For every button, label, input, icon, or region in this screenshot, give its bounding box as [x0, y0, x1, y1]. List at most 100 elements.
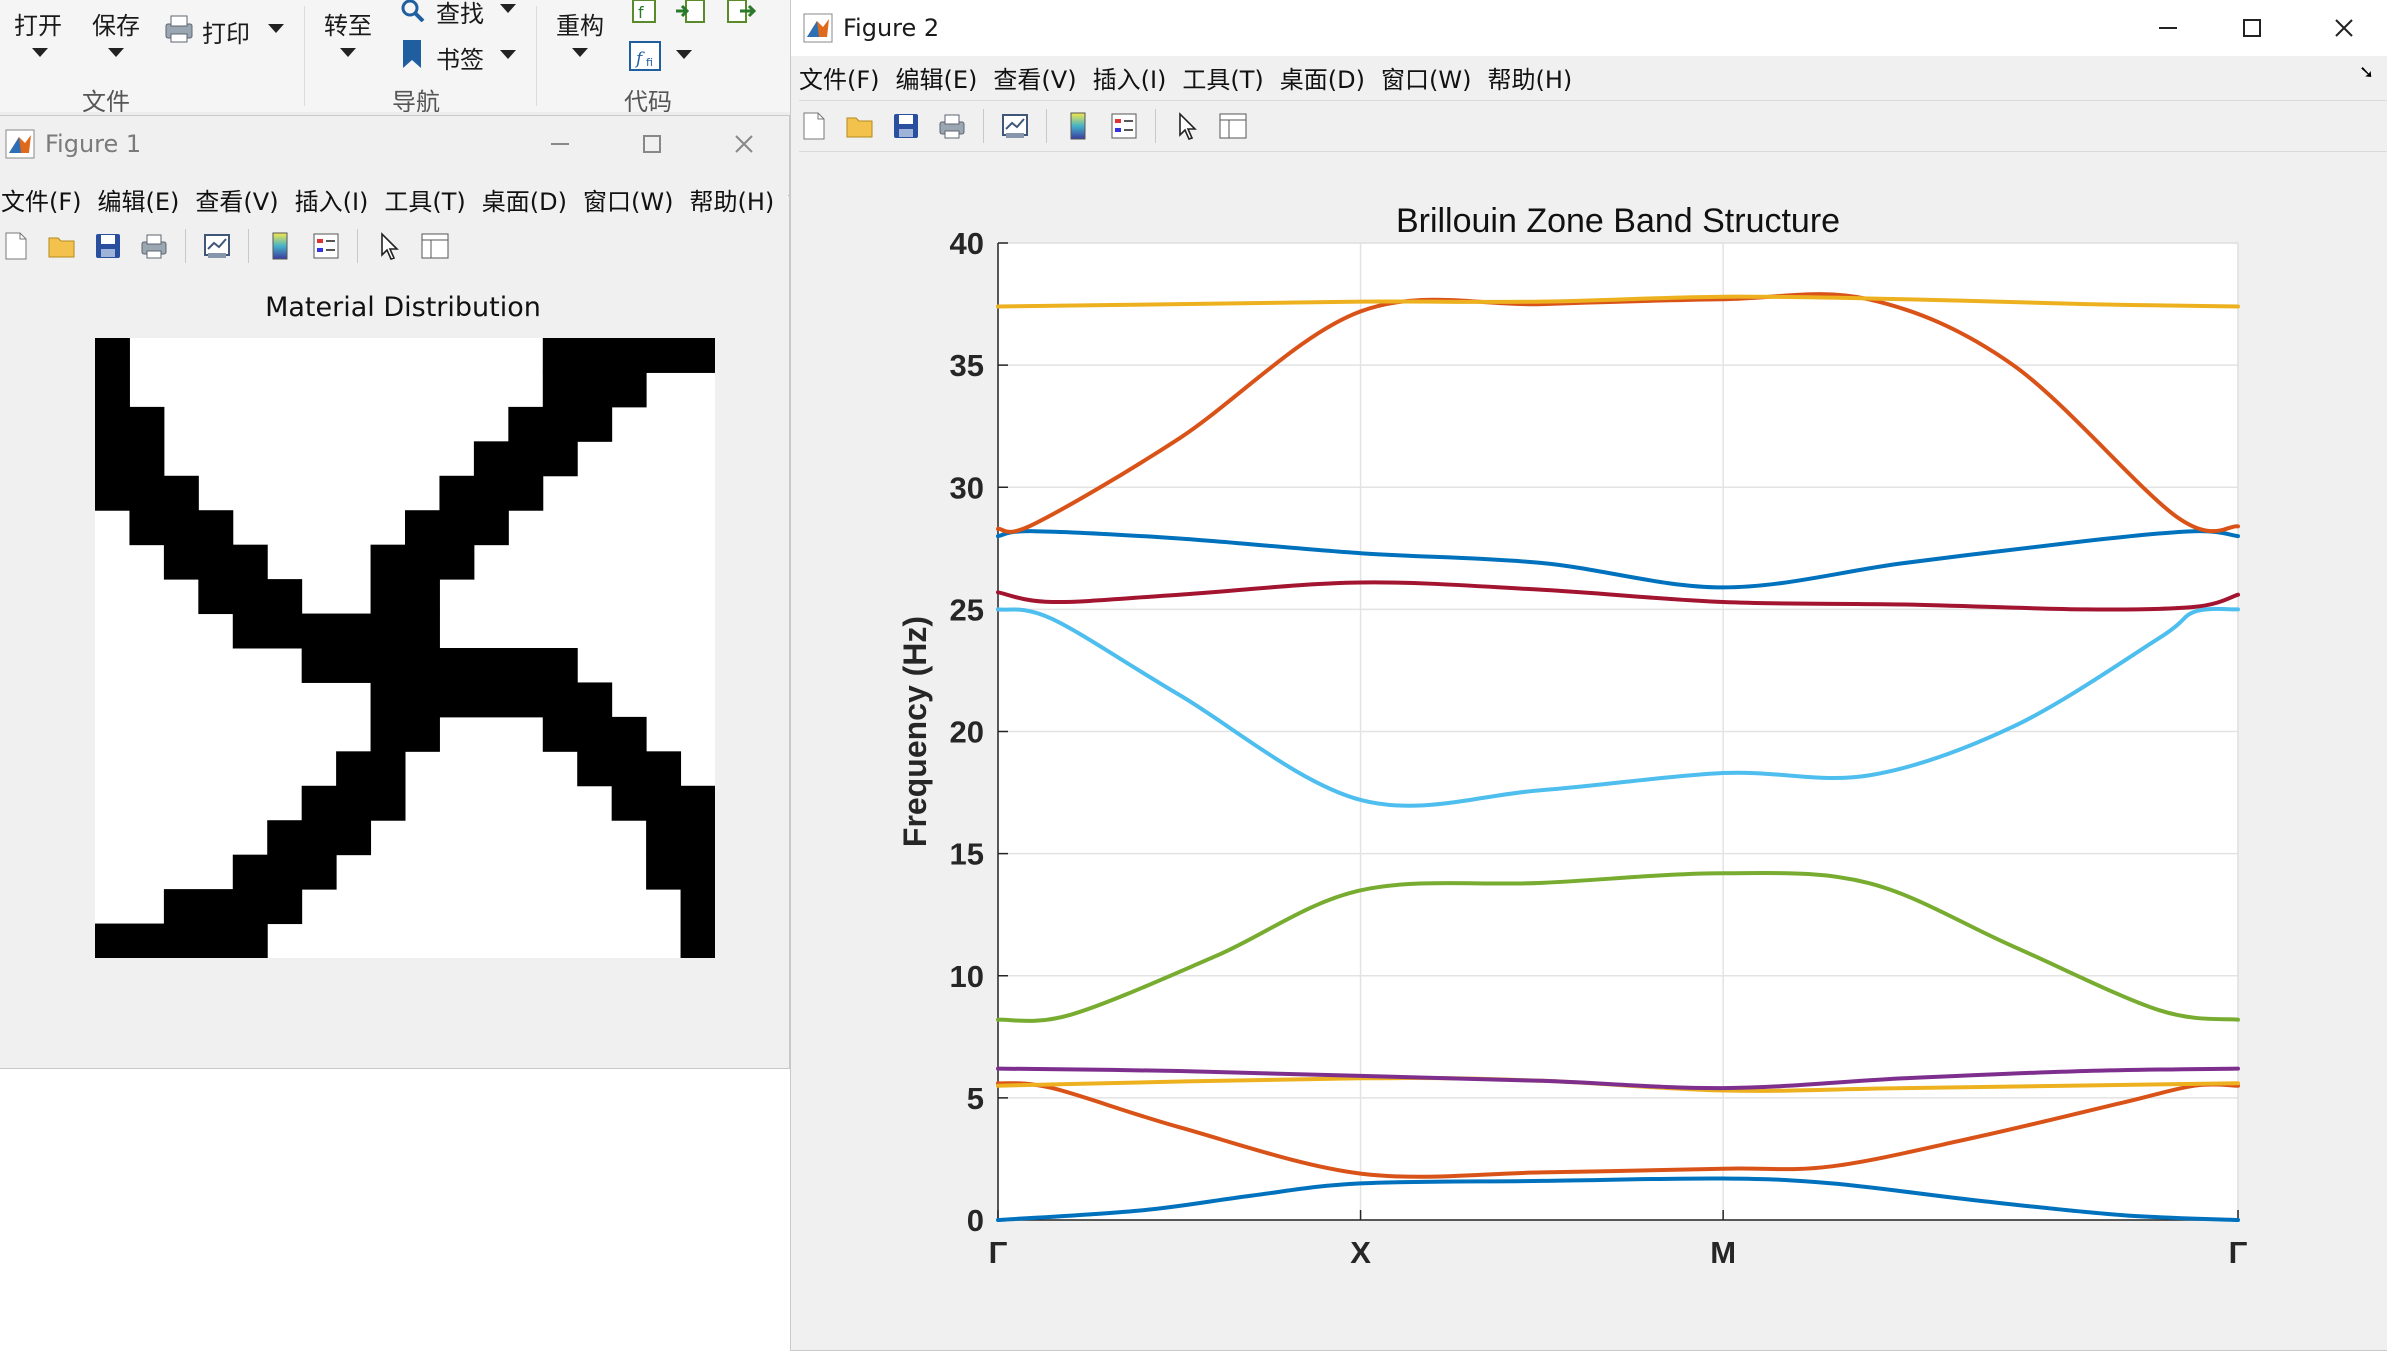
menu-window[interactable]: 窗口(W): [1381, 65, 1472, 94]
band-structure-chart[interactable]: 0 5 10 15 20 25 30 35 40 Γ X M Γ Brillouin Zone Band …: [791, 152, 2387, 1350]
band-line-9: [996, 292, 2240, 534]
save-button[interactable]: 保存: [92, 12, 140, 40]
band-line-5: [996, 870, 2240, 1023]
material-cell: [680, 889, 715, 925]
menu-overflow-icon[interactable]: ➘: [786, 189, 789, 210]
fx-icon[interactable]: f fi: [628, 40, 662, 72]
find-dropdown-icon[interactable]: [500, 4, 516, 13]
property-editor-button[interactable]: [1218, 110, 1248, 142]
save-file-button[interactable]: [891, 110, 921, 142]
menu-insert[interactable]: 插入(I): [294, 187, 369, 216]
menu-tools[interactable]: 工具(T): [384, 187, 466, 216]
edit-plot-button[interactable]: [374, 230, 404, 262]
figure-1-toolbar: [1, 220, 789, 272]
figure-1-titlebar[interactable]: Figure 1: [0, 116, 789, 172]
minimize-button[interactable]: [533, 116, 587, 172]
open-file-button[interactable]: [845, 110, 875, 142]
material-cell: [473, 441, 578, 477]
colorbar-button[interactable]: [1063, 110, 1093, 142]
figure-2-menubar: 文件(F) 编辑(E) 查看(V) 插入(I) 工具(T) 桌面(D) 窗口(W…: [799, 56, 2387, 98]
new-figure-button[interactable]: [1, 230, 31, 262]
material-cell: [129, 510, 234, 546]
menu-overflow-icon[interactable]: ➘: [2359, 62, 2375, 83]
minimize-button[interactable]: [2133, 0, 2203, 56]
print-button[interactable]: 打印: [202, 20, 250, 48]
colorbar-button[interactable]: [265, 230, 295, 262]
bookmark-button[interactable]: 书签: [436, 46, 484, 74]
y-axis-label: Frequency (Hz): [897, 616, 933, 847]
edit-plot-button[interactable]: [1172, 110, 1202, 142]
maximize-icon: [643, 135, 661, 153]
material-cell: [508, 406, 613, 442]
new-figure-button[interactable]: [799, 110, 829, 142]
refactor-dropdown-icon[interactable]: [572, 48, 588, 57]
menu-file[interactable]: 文件(F): [799, 65, 880, 94]
menu-view[interactable]: 查看(V): [993, 65, 1077, 94]
menu-help[interactable]: 帮助(H): [1487, 65, 1573, 94]
band-line-8: [996, 529, 2240, 590]
bookmark-dropdown-icon[interactable]: [500, 50, 516, 59]
function-icon[interactable]: f: [630, 0, 658, 24]
material-cell: [370, 579, 440, 615]
open-file-button[interactable]: [47, 230, 77, 262]
colorbar-icon: [1070, 112, 1086, 140]
legend-button[interactable]: [311, 230, 341, 262]
material-cell: [611, 785, 715, 821]
y-tick-label: 0: [967, 1203, 984, 1238]
legend-button[interactable]: [1109, 110, 1139, 142]
menu-help[interactable]: 帮助(H): [689, 187, 775, 216]
group-label-navigate: 导航: [392, 88, 440, 116]
svg-text:f: f: [634, 49, 645, 69]
print-figure-button[interactable]: [139, 230, 169, 262]
goto-dropdown-icon[interactable]: [340, 48, 356, 57]
save-file-button[interactable]: [93, 230, 123, 262]
goto-button[interactable]: 转至: [324, 12, 372, 40]
legend-icon: [313, 233, 339, 259]
material-cell: [232, 854, 337, 890]
y-tick-label: 20: [950, 715, 984, 750]
printer-icon[interactable]: [162, 14, 196, 44]
export-icon[interactable]: [726, 0, 756, 24]
search-icon[interactable]: [398, 0, 428, 22]
fx-dropdown-icon[interactable]: [676, 50, 692, 59]
menu-edit[interactable]: 编辑(E): [895, 65, 978, 94]
menu-window[interactable]: 窗口(W): [583, 187, 674, 216]
menu-file[interactable]: 文件(F): [1, 187, 82, 216]
material-cell: [95, 441, 165, 477]
svg-text:f: f: [638, 3, 644, 22]
bookmark-icon[interactable]: [400, 38, 424, 70]
print-dropdown-icon[interactable]: [268, 24, 284, 33]
material-distribution-image[interactable]: [95, 338, 715, 958]
menu-view[interactable]: 查看(V): [195, 187, 279, 216]
material-cell: [542, 372, 647, 408]
refactor-button[interactable]: 重构: [556, 12, 604, 40]
link-plot-button[interactable]: [202, 230, 232, 262]
find-button[interactable]: 查找: [436, 0, 484, 28]
menu-edit[interactable]: 编辑(E): [97, 187, 180, 216]
x-tick-label: M: [1710, 1235, 1736, 1270]
toolbar-separator: [1046, 109, 1047, 143]
menu-insert[interactable]: 插入(I): [1092, 65, 1167, 94]
print-figure-button[interactable]: [937, 110, 967, 142]
window-title: Figure 2: [843, 14, 940, 42]
open-dropdown-icon[interactable]: [32, 48, 48, 57]
save-dropdown-icon[interactable]: [108, 48, 124, 57]
close-button[interactable]: [717, 116, 771, 172]
link-plot-button[interactable]: [1000, 110, 1030, 142]
menu-tools[interactable]: 工具(T): [1182, 65, 1264, 94]
insert-section-icon[interactable]: [676, 0, 706, 24]
figure-2-titlebar[interactable]: Figure 2: [791, 0, 2387, 56]
property-editor-icon: [1219, 113, 1247, 139]
menu-desktop[interactable]: 桌面(D): [1279, 65, 1365, 94]
close-button[interactable]: [2309, 0, 2379, 56]
property-editor-button[interactable]: [420, 230, 450, 262]
menu-desktop[interactable]: 桌面(D): [481, 187, 567, 216]
material-cell: [301, 785, 406, 821]
material-cell: [95, 475, 199, 511]
floppy-icon: [96, 234, 120, 258]
maximize-button[interactable]: [625, 116, 679, 172]
y-tick-label: 5: [967, 1081, 984, 1116]
open-button[interactable]: 打开: [14, 12, 62, 40]
maximize-button[interactable]: [2217, 0, 2287, 56]
material-cell: [267, 820, 372, 856]
